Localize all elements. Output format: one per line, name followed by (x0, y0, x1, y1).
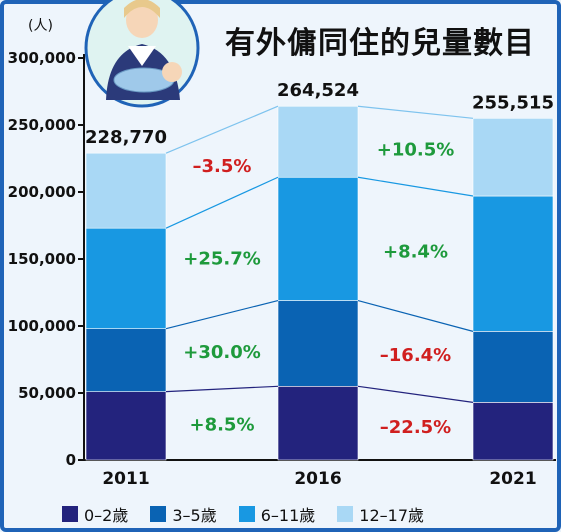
total-label: 228,770 (85, 127, 167, 148)
legend-label: 12–17歲 (359, 506, 425, 525)
change-label: +8.5% (189, 414, 254, 435)
change-label: –22.5% (380, 417, 451, 438)
bar-segment (85, 391, 167, 461)
change-label: –16.4% (380, 345, 451, 366)
y-tick-label: 150,000 (8, 250, 76, 268)
connector-line (165, 176, 279, 229)
legend-label: 3–5歲 (172, 506, 217, 525)
connector-line (357, 176, 474, 197)
connector-line (165, 385, 279, 393)
connector-line (357, 385, 474, 403)
legend-label: 0–2歲 (84, 506, 129, 525)
y-tick-label: 100,000 (8, 317, 76, 335)
legend-swatch (337, 506, 354, 522)
chart-title: 有外傭同住的兒量數目 (225, 26, 535, 61)
bar-segment (472, 195, 554, 332)
legend-item: 0–2歲 (62, 502, 128, 526)
legend-swatch (150, 506, 167, 522)
bar-segment (277, 176, 359, 301)
legend: 0–2歲 3–5歲 6–11歲 12–17歲 (62, 502, 424, 526)
total-label: 264,524 (277, 80, 359, 101)
connector-line (165, 105, 279, 154)
y-tick-label: 50,000 (18, 384, 76, 402)
bar-segment (472, 331, 554, 403)
change-label: –3.5% (193, 156, 252, 177)
legend-item: 3–5歲 (150, 502, 217, 526)
connector-line (357, 105, 474, 119)
bar-segment (85, 152, 167, 229)
bar-segment (277, 300, 359, 387)
x-tick-label: 2016 (294, 469, 341, 489)
connector-line (357, 299, 474, 332)
y-tick-label: 300,000 (8, 49, 76, 67)
change-label: +25.7% (183, 249, 261, 270)
change-label: +10.5% (377, 139, 455, 160)
total-label: 255,515 (472, 92, 554, 113)
bar-segment (472, 118, 554, 197)
legend-swatch (238, 506, 255, 522)
connector-line (165, 299, 279, 330)
legend-label: 6–11歲 (260, 506, 316, 525)
y-tick-label: 200,000 (8, 183, 76, 201)
nurse-baby-illustration (84, 0, 200, 108)
change-label: +30.0% (183, 342, 261, 363)
legend-item: 6–11歲 (238, 502, 316, 526)
bar-segment (85, 227, 167, 329)
bar-segment (85, 328, 167, 392)
y-tick-label: 0 (66, 451, 76, 469)
legend-swatch (62, 506, 78, 522)
bar-segment (277, 105, 359, 178)
change-label: +8.4% (383, 241, 448, 262)
bar-segment (277, 385, 359, 461)
x-tick-label: 2011 (102, 469, 149, 489)
y-tick-label: 250,000 (8, 116, 76, 134)
x-tick-label: 2021 (489, 469, 536, 489)
legend-item: 12–17歲 (337, 502, 424, 526)
bar-segment (472, 402, 554, 461)
y-unit-label: (人) (28, 18, 53, 34)
